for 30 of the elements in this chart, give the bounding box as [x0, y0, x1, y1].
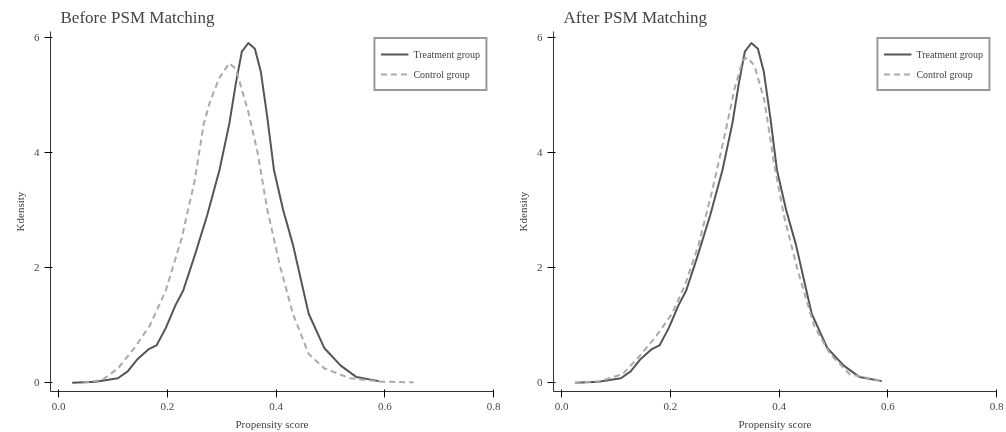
- y-tick-label: 4: [537, 145, 543, 158]
- chart-title: Before PSM Matching: [60, 7, 215, 27]
- y-tick-label: 0: [537, 376, 543, 389]
- x-tick-label: 0.6: [377, 399, 393, 412]
- y-tick-label: 2: [537, 261, 543, 274]
- legend-label: Control group: [916, 68, 973, 80]
- y-tick-label: 0: [34, 376, 40, 389]
- chart-title: After PSM Matching: [563, 7, 708, 27]
- x-tick-label: 0.0: [51, 399, 67, 412]
- x-tick-label: 0.2: [663, 399, 678, 412]
- legend-label: Treatment group: [413, 48, 480, 60]
- y-tick-label: 6: [34, 30, 40, 43]
- y-tick-label: 4: [34, 145, 40, 158]
- y-tick-label: 2: [34, 261, 40, 274]
- y-tick-label: 6: [537, 30, 543, 43]
- x-tick-label: 0.0: [554, 399, 570, 412]
- x-tick-label: 0.4: [772, 399, 787, 412]
- x-axis-title: Propensity score: [738, 417, 812, 430]
- legend-label: Control group: [413, 68, 470, 80]
- line-series: [71, 42, 380, 384]
- x-tick-label: 0.4: [269, 399, 284, 412]
- x-tick-label: 0.2: [160, 399, 175, 412]
- y-axis-title: Kdensity: [14, 191, 26, 232]
- x-tick-label: 0.8: [486, 399, 501, 412]
- y-axis-title: Kdensity: [517, 191, 529, 232]
- x-axis-title: Propensity score: [235, 417, 309, 430]
- x-tick-label: 0.8: [989, 399, 1004, 412]
- line-series: [82, 62, 415, 384]
- legend-label: Treatment group: [916, 48, 983, 60]
- x-tick-label: 0.6: [880, 399, 896, 412]
